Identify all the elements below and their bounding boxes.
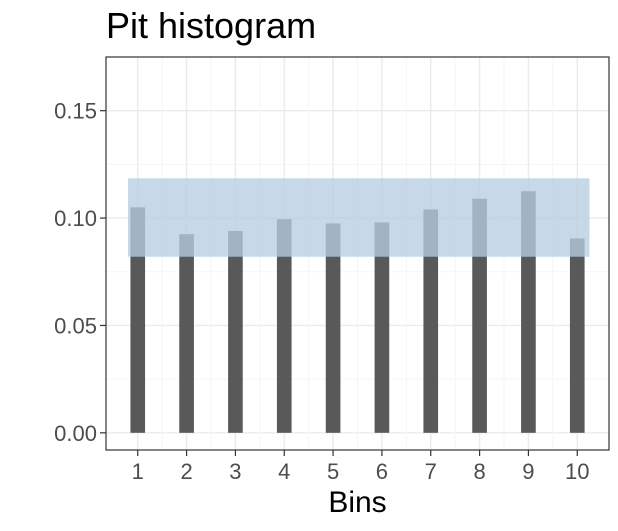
bar-4 [276, 219, 292, 433]
x-tick-label: 6 [376, 459, 388, 484]
bar-1 [130, 207, 146, 433]
bar-3 [228, 230, 243, 433]
bar-6 [374, 222, 390, 433]
y-tick-label: 0.15 [54, 99, 97, 124]
bar-8 [472, 198, 487, 433]
x-tick-label: 7 [425, 459, 437, 484]
x-tick-label: 5 [327, 459, 339, 484]
bar-7 [423, 209, 439, 433]
bar-2 [179, 234, 194, 433]
panel-border [105, 56, 610, 451]
confidence-band [127, 178, 590, 257]
y-tick-label: 0.05 [54, 313, 97, 338]
y-tick-label: 0.10 [54, 206, 97, 231]
axes: 0.00 0.05 0.10 0.15 1 2 3 4 5 6 7 8 9 10 [54, 99, 589, 484]
bar-5 [325, 223, 341, 433]
x-tick-label: 2 [180, 459, 192, 484]
bar-10 [569, 238, 585, 433]
confidence-band-layer [127, 178, 590, 257]
chart-title: Pit histogram [106, 5, 316, 46]
x-tick-label: 4 [278, 459, 290, 484]
x-tick-label: 8 [473, 459, 485, 484]
y-tick-label: 0.00 [54, 421, 97, 446]
x-tick-label: 9 [522, 459, 534, 484]
x-tick-label: 1 [132, 459, 144, 484]
bars [130, 191, 585, 433]
x-tick-label: 10 [565, 459, 589, 484]
x-axis-title: Bins [328, 486, 386, 519]
x-tick-label: 3 [229, 459, 241, 484]
